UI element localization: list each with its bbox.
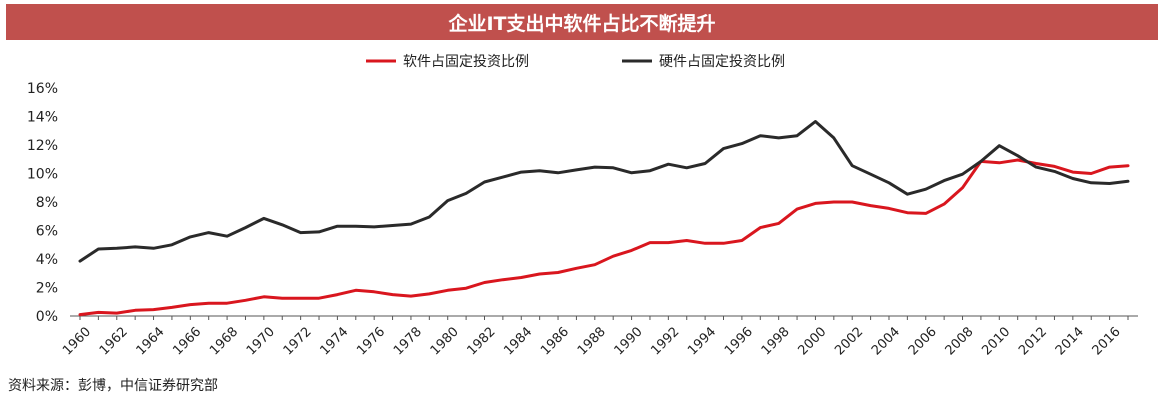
x-tick-label: 1988 bbox=[575, 324, 609, 358]
x-tick-label: 1986 bbox=[538, 324, 572, 358]
x-tick-label: 1996 bbox=[722, 324, 756, 358]
y-tick-label: 6% bbox=[36, 224, 58, 240]
x-tick-label: 2012 bbox=[1016, 324, 1050, 358]
x-tick-label: 1982 bbox=[465, 324, 499, 358]
y-axis-ticks: 0% 2% 4% 6% 8% 10% 12% 14% 16% bbox=[27, 81, 58, 325]
x-tick-label: 2006 bbox=[906, 324, 940, 358]
legend-label-2: 硬件占固定投资比例 bbox=[659, 54, 785, 70]
x-tick-label: 1974 bbox=[317, 324, 351, 358]
y-tick-label: 12% bbox=[27, 138, 58, 154]
y-tick-label: 8% bbox=[36, 195, 58, 211]
y-tick-label: 4% bbox=[36, 252, 58, 268]
x-tick-label: 1998 bbox=[759, 324, 793, 358]
legend-label-1: 软件占固定投资比例 bbox=[403, 54, 529, 70]
y-tick-label: 16% bbox=[27, 81, 58, 97]
chart-title: 企业IT支出中软件占比不断提升 bbox=[6, 4, 1158, 40]
y-tick-label: 2% bbox=[36, 281, 58, 297]
x-tick-label: 2000 bbox=[795, 324, 829, 358]
y-tick-label: 10% bbox=[27, 167, 58, 183]
x-tick-label: 1984 bbox=[501, 324, 535, 358]
y-tick-label: 14% bbox=[27, 110, 58, 126]
y-tick-label: 0% bbox=[36, 309, 58, 325]
x-tick-label: 2016 bbox=[1090, 324, 1124, 358]
series-line-1 bbox=[78, 158, 1130, 317]
x-tick-label: 1960 bbox=[60, 324, 94, 358]
source-note: 资料来源：彭博，中信证券研究部 bbox=[8, 378, 218, 394]
x-tick-label: 2014 bbox=[1053, 324, 1087, 358]
x-tick-label: 1970 bbox=[244, 324, 278, 358]
x-tick-label: 1968 bbox=[207, 324, 241, 358]
x-tick-label: 2002 bbox=[832, 324, 866, 358]
x-tick-label: 1966 bbox=[170, 324, 204, 358]
x-tick-label: 1964 bbox=[134, 324, 168, 358]
x-tick-label: 1972 bbox=[281, 324, 315, 358]
x-tick-label: 1990 bbox=[612, 324, 646, 358]
line-chart: 软件占固定投资比例 硬件占固定投资比例 0% 2% 4% 6% 8% 10% 12% 14% 16… bbox=[27, 54, 1138, 358]
x-tick-label: 1992 bbox=[648, 324, 682, 358]
x-tick-label: 1976 bbox=[354, 324, 388, 358]
series-lines bbox=[78, 120, 1130, 317]
x-tick-label: 2008 bbox=[943, 324, 977, 358]
x-tick-label: 2010 bbox=[979, 324, 1013, 358]
legend: 软件占固定投资比例 硬件占固定投资比例 bbox=[366, 54, 785, 70]
x-tick-label: 1994 bbox=[685, 324, 719, 358]
x-axis-ticks: 1960 1962 1964 1966 1968 1970 1972 1974 1976 1978… bbox=[60, 316, 1129, 358]
x-tick-label: 1962 bbox=[97, 324, 131, 358]
x-tick-label: 1978 bbox=[391, 324, 425, 358]
x-tick-label: 2004 bbox=[869, 324, 903, 358]
x-tick-label: 1980 bbox=[428, 324, 462, 358]
series-line-2 bbox=[78, 120, 1130, 263]
